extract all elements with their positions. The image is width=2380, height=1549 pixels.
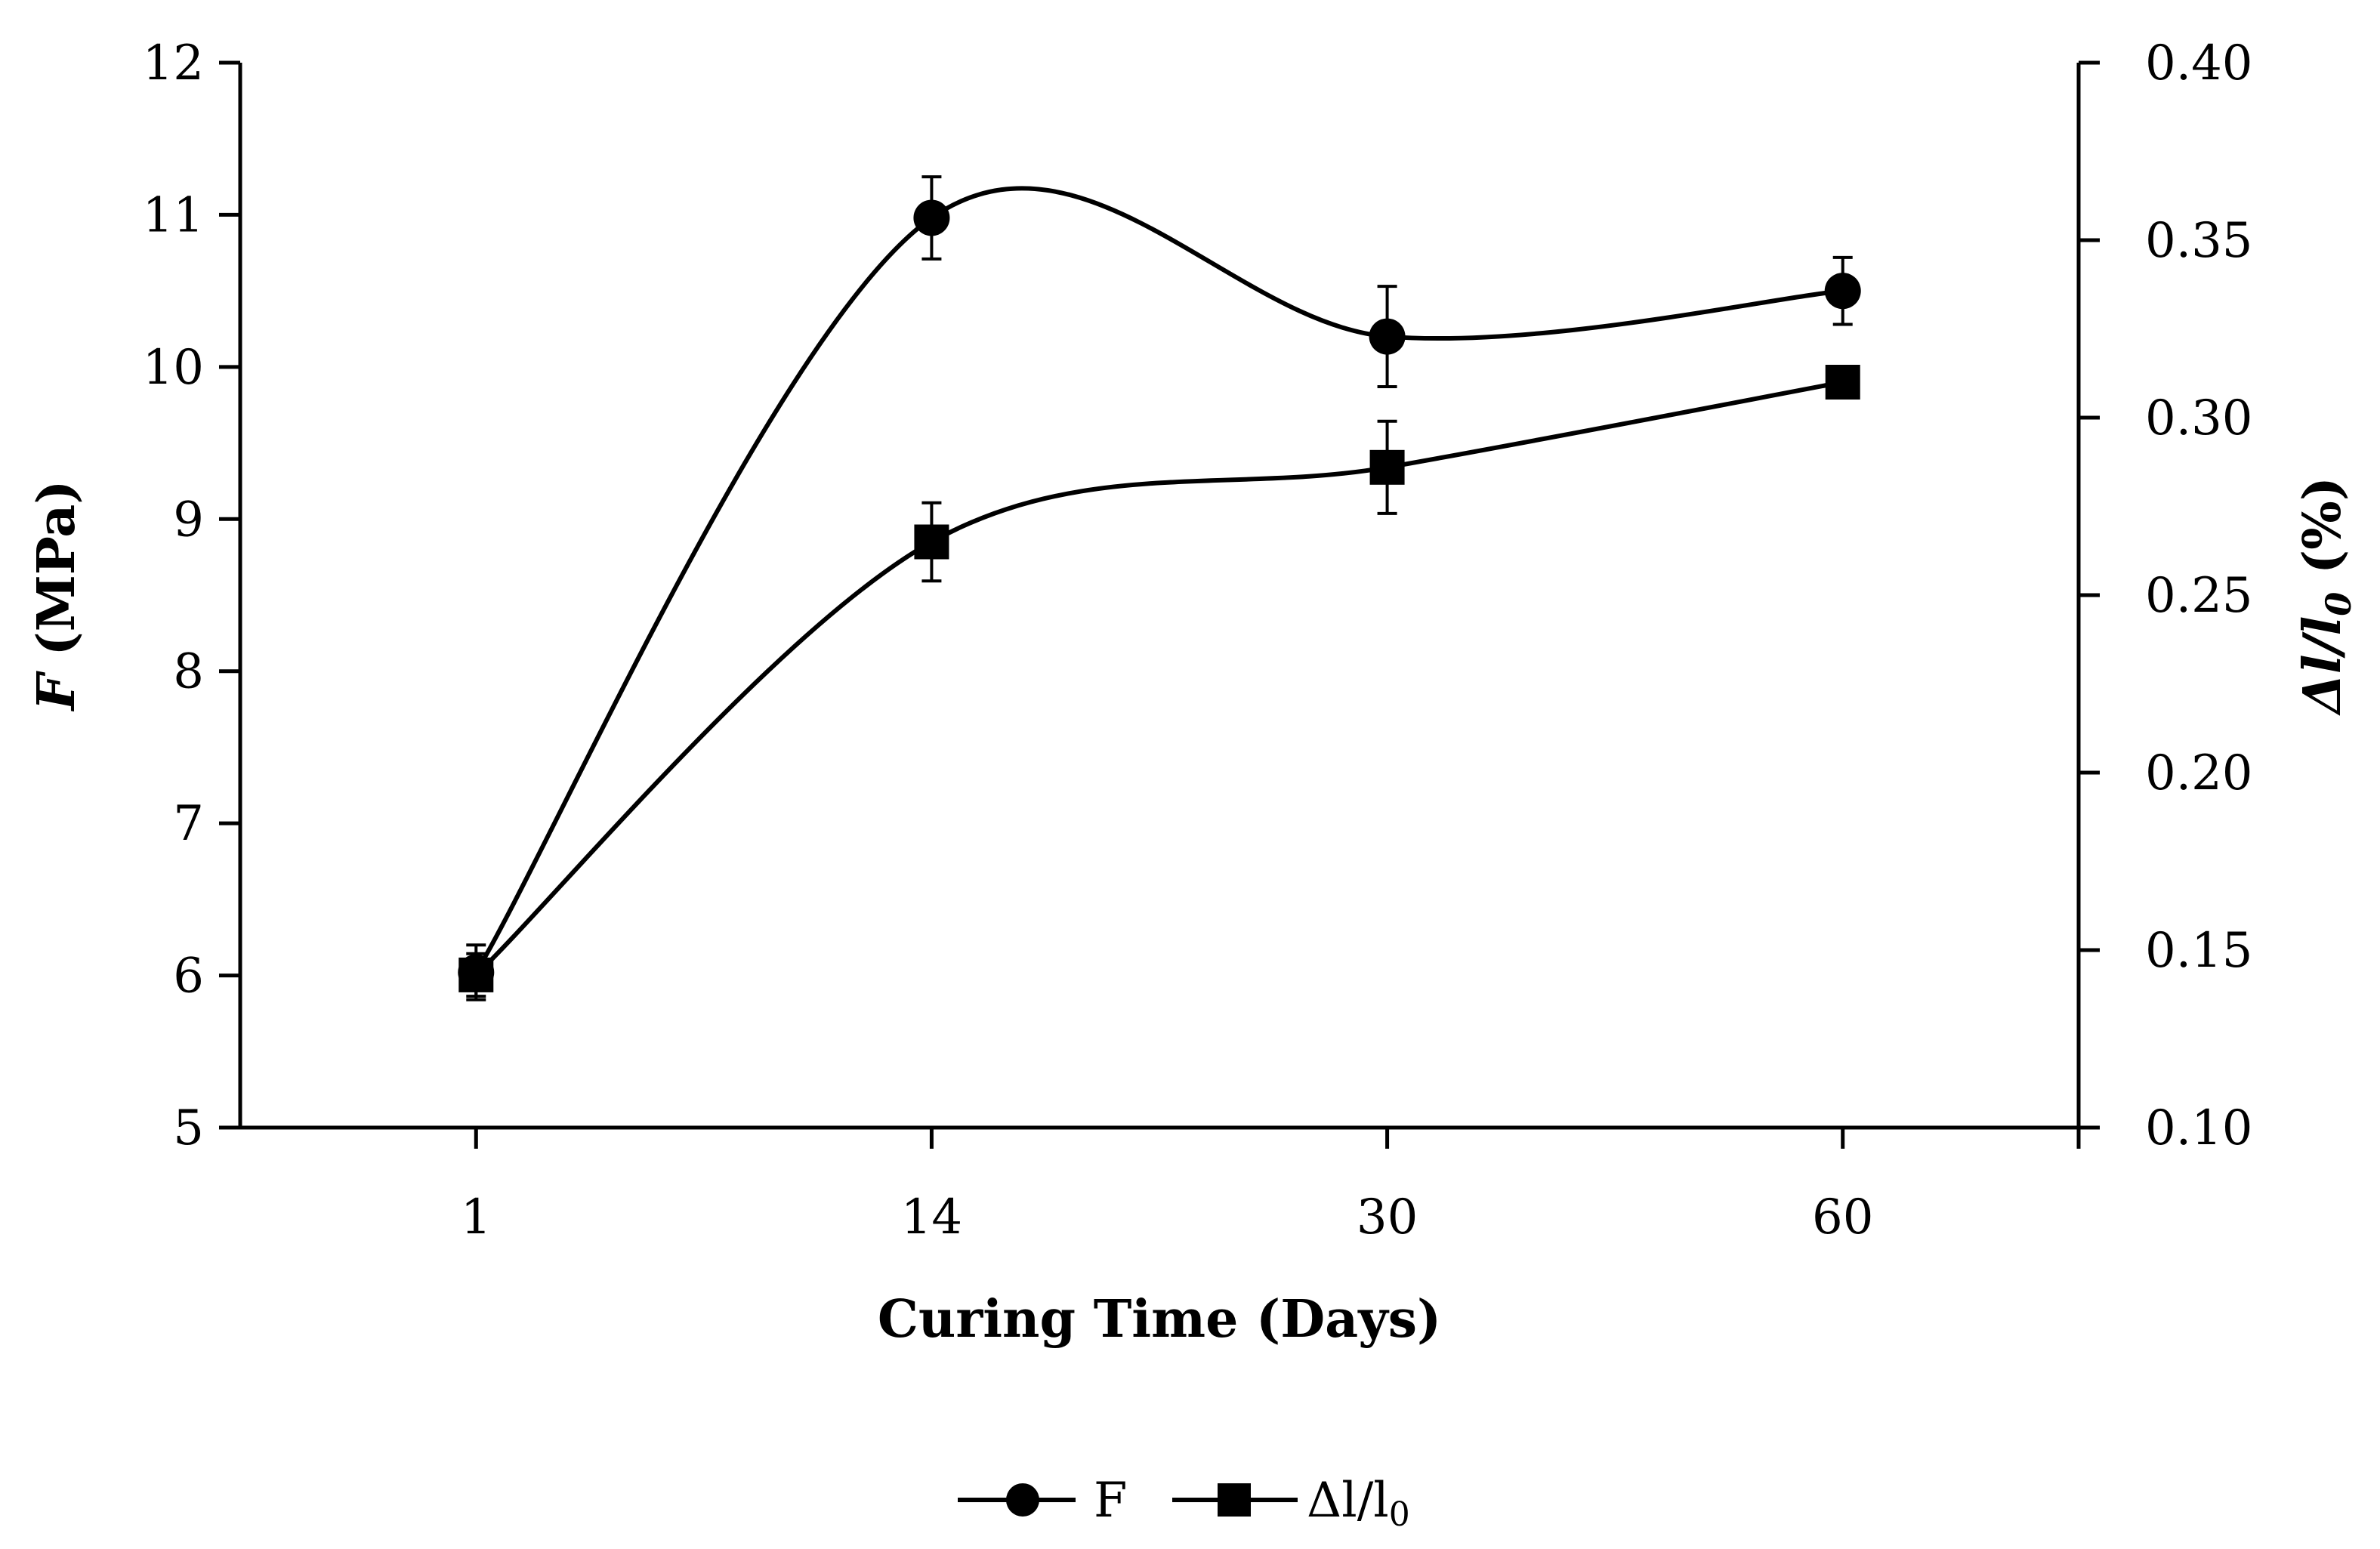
y-left-tick-label: 8 (173, 644, 204, 700)
y-right-tick-label: 0.40 (2145, 35, 2253, 91)
y-left-tick-label: 12 (143, 35, 204, 91)
legend-label-f: F (1094, 1473, 1127, 1529)
legend-label-strain-subscript: 0 (1389, 1495, 1410, 1534)
labels-layer: Curing Time (Days) F (MPa) Δl/l0 (%) (26, 477, 2359, 1350)
y-left-tick-label: 11 (143, 187, 204, 243)
y-left-tick-label: 7 (173, 796, 204, 852)
data-point-square (458, 957, 494, 992)
legend-marker-circle (1006, 1483, 1039, 1517)
y-left-title-unit: (MPa) (26, 480, 87, 674)
y-left-tick-label: 10 (143, 340, 204, 396)
y-right-tick-label: 0.30 (2145, 390, 2253, 446)
y-right-tick-label: 0.15 (2145, 923, 2253, 979)
y-left-tick-label: 6 (173, 949, 204, 1004)
x-tick-label: 14 (901, 1190, 962, 1245)
data-point-circle (913, 199, 950, 236)
y-left-title-symbol: F (26, 670, 87, 711)
series-layer (458, 175, 1861, 1001)
y-right-axis-title: Δl/l0 (%) (2292, 477, 2359, 716)
y-right-title-unit: (%) (2292, 477, 2353, 592)
y-right-tick-label: 0.20 (2145, 745, 2253, 801)
x-tick-label: 60 (1812, 1190, 1873, 1245)
axes-layer: 5 6 7 8 9 10 11 12 0.10 0.15 0.20 0.25 0.30 0.35 0.40 1… (143, 35, 2253, 1245)
data-point-circle (1369, 318, 1406, 355)
y-left-axis-title: F (MPa) (26, 480, 87, 712)
y-right-title-symbol: Δl/l (2292, 616, 2353, 716)
y-right-tick-label: 0.25 (2145, 568, 2253, 624)
data-point-square (1825, 365, 1860, 400)
legend: F Δl/l0 (958, 1473, 1410, 1534)
x-tick-label: 30 (1357, 1190, 1418, 1245)
y-right-tick-label: 0.10 (2145, 1100, 2253, 1156)
y-right-title-subscript: 0 (2318, 592, 2359, 616)
y-left-tick-label: 9 (173, 492, 204, 548)
x-tick-label: 1 (461, 1190, 492, 1245)
series-line-f (474, 186, 1844, 974)
data-point-square (914, 524, 949, 560)
legend-label-strain-main: Δl/l (1307, 1473, 1389, 1529)
y-left-tick-label: 5 (173, 1100, 204, 1156)
legend-label-strain: Δl/l0 (1307, 1473, 1410, 1534)
x-axis-title: Curing Time (Days) (878, 1289, 1441, 1350)
data-point-circle (1824, 273, 1861, 310)
series-line-strain (474, 380, 1844, 977)
legend-marker-square (1218, 1483, 1251, 1517)
y-right-tick-label: 0.35 (2145, 213, 2253, 269)
data-point-square (1369, 449, 1405, 485)
